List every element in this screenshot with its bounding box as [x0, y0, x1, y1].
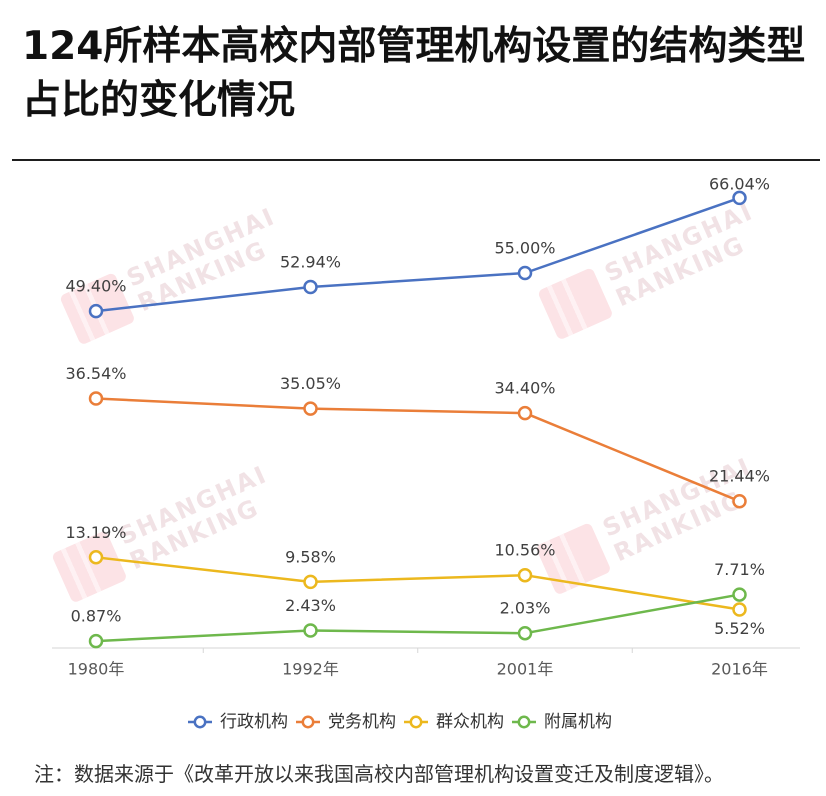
data-point-party-affairs: [517, 405, 533, 421]
series-mass-organization: [88, 550, 747, 617]
ranking-logo-icon: [535, 521, 612, 596]
ranking-logo-icon: [51, 529, 128, 604]
data-point-affiliated: [517, 625, 533, 641]
watermark-text: SHANGHAI RANKING: [123, 202, 291, 317]
data-point-mass-organization: [517, 567, 533, 583]
watermark-text: SHANGHAI RANKING: [601, 197, 769, 312]
data-label-party-affairs: 34.40%: [494, 379, 555, 398]
watermark: SHANGHAI RANKING: [57, 199, 292, 349]
watermark: SHANGHAI RANKING: [535, 194, 770, 344]
data-label-mass-organization: 9.58%: [285, 547, 336, 566]
watermark-text: SHANGHAI RANKING: [599, 452, 767, 567]
chart-title-line: 占比的变化情况: [22, 78, 296, 123]
data-label-affiliated: 0.87%: [71, 607, 122, 626]
legend-item-administrative: 行政机构: [188, 710, 288, 734]
x-tick-label: 2001年: [497, 660, 554, 679]
data-point-affiliated: [732, 587, 747, 602]
series-line-mass-organization: [94, 556, 741, 611]
data-point-mass-organization: [732, 602, 747, 617]
data-label-affiliated: 7.71%: [714, 560, 765, 579]
line-circle-marker-icon: [512, 715, 536, 729]
series-affiliated: [88, 587, 747, 649]
legend: 行政机构 党务机构 群众机构 附属机构: [188, 710, 612, 734]
data-point-administrative: [303, 279, 318, 295]
x-tick-label: 1980年: [68, 660, 125, 679]
data-point-affiliated: [88, 633, 104, 649]
ranking-logo-icon: [59, 271, 136, 346]
data-point-party-affairs: [88, 391, 104, 406]
data-label-affiliated: 2.43%: [285, 596, 336, 615]
legend-item-mass-organization: 群众机构: [404, 710, 504, 734]
series-line-affiliated: [94, 593, 741, 643]
x-tick-label: 1992年: [282, 660, 339, 679]
title-divider: [12, 159, 820, 161]
line-circle-marker-icon: [188, 715, 212, 729]
legend-label: 行政机构: [220, 712, 288, 732]
data-label-party-affairs: 36.54%: [65, 364, 126, 383]
data-label-affiliated: 2.03%: [500, 599, 551, 618]
legend-item-party-affairs: 党务机构: [296, 710, 396, 734]
chart-title: 124所样本高校内部管理机构设置的结构类型 占比的变化情况: [22, 20, 805, 128]
watermark-text: SHANGHAI RANKING: [115, 460, 283, 575]
legend-label: 附属机构: [544, 712, 612, 732]
line-circle-marker-icon: [296, 715, 320, 729]
data-label-administrative: 66.04%: [709, 174, 770, 193]
legend-label: 党务机构: [328, 712, 396, 732]
data-label-party-affairs: 35.05%: [280, 374, 341, 393]
source-note: 注：数据来源于《改革开放以来我国高校内部管理机构设置变迁及制度逻辑》。: [34, 762, 724, 786]
watermark: SHANGHAI RANKING: [533, 449, 768, 599]
data-label-mass-organization: 5.52%: [714, 619, 765, 638]
legend-label: 群众机构: [436, 712, 504, 732]
ranking-logo-icon: [537, 266, 614, 341]
data-point-administrative: [517, 265, 533, 281]
data-point-mass-organization: [303, 574, 318, 590]
watermark: SHANGHAI RANKING: [49, 457, 284, 607]
data-point-affiliated: [303, 623, 318, 638]
line-circle-marker-icon: [404, 715, 428, 729]
data-label-administrative: 55.00%: [494, 239, 555, 258]
x-tick-label: 2016年: [711, 660, 768, 679]
legend-item-affiliated: 附属机构: [512, 710, 612, 734]
data-point-party-affairs: [303, 401, 318, 416]
chart-title-line: 124所样本高校内部管理机构设置的结构类型: [22, 24, 806, 69]
